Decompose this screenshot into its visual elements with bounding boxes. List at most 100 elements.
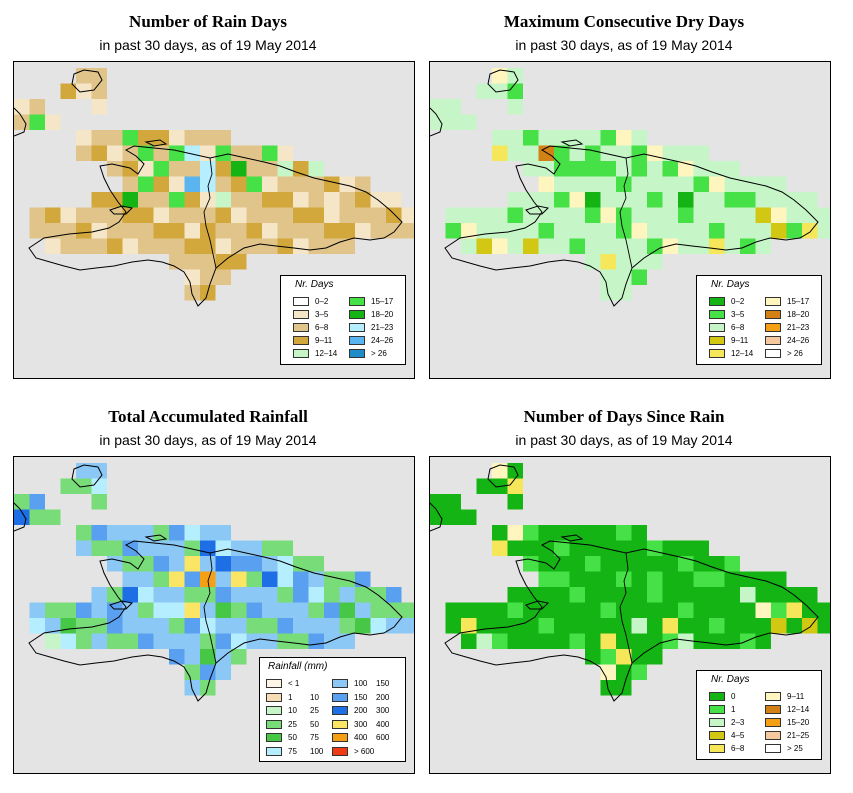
- legend-swatch: [293, 297, 309, 306]
- national-border: [203, 552, 217, 664]
- grid-cell: [29, 602, 45, 618]
- grid-cell: [277, 192, 293, 208]
- grid-cell: [246, 540, 262, 556]
- grid-cell: [492, 618, 508, 634]
- grid-cell: [122, 633, 138, 649]
- legend-entry: 3–5: [293, 309, 328, 320]
- grid-cell: [678, 571, 694, 587]
- grid-cell: [616, 269, 632, 285]
- grid-cell: [138, 130, 154, 146]
- grid-cell: [386, 587, 402, 603]
- legend-label: 9–11: [731, 336, 749, 345]
- grid-cell: [246, 176, 262, 192]
- legend-range-low: 50: [288, 733, 297, 742]
- grid-cell: [339, 633, 355, 649]
- grid-cell: [724, 192, 740, 208]
- map-frame: [13, 456, 415, 774]
- grid-cell: [538, 223, 554, 239]
- grid-cell: [662, 633, 678, 649]
- grid-cell: [29, 618, 45, 634]
- grid-cell: [802, 602, 818, 618]
- legend-entry: 6–8: [293, 322, 328, 333]
- grid-cell: [153, 571, 169, 587]
- grid-cell: [293, 161, 309, 177]
- grid-cell: [370, 207, 386, 223]
- grid-cell: [554, 207, 570, 223]
- grid-cell: [647, 207, 663, 223]
- grid-cell: [308, 556, 324, 572]
- grid-cell: [215, 587, 231, 603]
- panel-title: Number of Rain Days: [129, 12, 287, 31]
- grid-cell: [386, 602, 402, 618]
- grid-cell: [662, 223, 678, 239]
- legend-range-low: > 600: [354, 746, 375, 756]
- grid-cell: [740, 223, 756, 239]
- legend-entry: 100 150: [332, 678, 389, 689]
- legend-swatch: [266, 679, 282, 688]
- grid-cell: [215, 664, 231, 680]
- grid-cell: [184, 269, 200, 285]
- grid-cell: [631, 633, 647, 649]
- grid-cell: [755, 223, 771, 239]
- legend-entry: > 600: [332, 746, 376, 757]
- grid-cell: [231, 633, 247, 649]
- grid-cell: [262, 176, 278, 192]
- grid-cell: [523, 238, 539, 254]
- grid-cell: [138, 587, 154, 603]
- coastline: [560, 139, 584, 147]
- grid-cell: [600, 207, 616, 223]
- grid-cell: [585, 207, 601, 223]
- grid-cell: [169, 207, 185, 223]
- grid-cell: [324, 571, 340, 587]
- panel-subtitle: in past 30 days, as of 19 May 2014: [515, 37, 733, 53]
- panel-since-rain: Number of Days Since Rain in past 30 day…: [416, 395, 832, 793]
- coastline: [444, 145, 819, 307]
- grid-cell: [771, 587, 787, 603]
- grid-cell: [215, 602, 231, 618]
- grid-cell: [538, 571, 554, 587]
- grid-cell: [355, 207, 371, 223]
- grid-cell: [308, 176, 324, 192]
- grid-cell: [215, 207, 231, 223]
- grid-cell: [107, 238, 123, 254]
- grid-cell: [476, 223, 492, 239]
- grid-cell: [153, 238, 169, 254]
- grid-cell: [476, 633, 492, 649]
- grid-cell: [107, 223, 123, 239]
- legend-entry: 3–5: [709, 309, 744, 320]
- grid-cell: [262, 571, 278, 587]
- legend-entry: 18–20: [765, 309, 809, 320]
- legend-entry: 1: [709, 704, 735, 715]
- grid-cell: [786, 602, 802, 618]
- grid-cell: [76, 223, 92, 239]
- grid-cell: [184, 176, 200, 192]
- grid-cell: [647, 633, 663, 649]
- legend-label: 4–5: [731, 731, 745, 740]
- legend-label: > 25: [787, 744, 803, 753]
- grid-cell: [215, 238, 231, 254]
- legend-entry: 400 600: [332, 732, 389, 743]
- grid-cell: [169, 540, 185, 556]
- grid-cell: [262, 602, 278, 618]
- legend-entry: 0–2: [709, 296, 744, 307]
- grid-cell: [430, 99, 446, 115]
- grid-cell: [600, 602, 616, 618]
- grid-cell: [60, 618, 76, 634]
- legend-entry: 15–17: [765, 296, 809, 307]
- legend-swatch: [765, 323, 781, 332]
- grid-cell: [585, 192, 601, 208]
- coastline: [487, 69, 519, 93]
- grid-cell: [122, 618, 138, 634]
- legend-swatch: [349, 349, 365, 358]
- grid-cell: [184, 223, 200, 239]
- grid-cell: [76, 633, 92, 649]
- grid-cell: [771, 207, 787, 223]
- grid-cell: [246, 145, 262, 161]
- grid-cell: [585, 238, 601, 254]
- grid-cell: [492, 633, 508, 649]
- legend-swatch: [765, 692, 781, 701]
- grid-cell: [339, 571, 355, 587]
- grid-cell: [569, 207, 585, 223]
- grid-cell: [662, 571, 678, 587]
- grid-cell: [662, 176, 678, 192]
